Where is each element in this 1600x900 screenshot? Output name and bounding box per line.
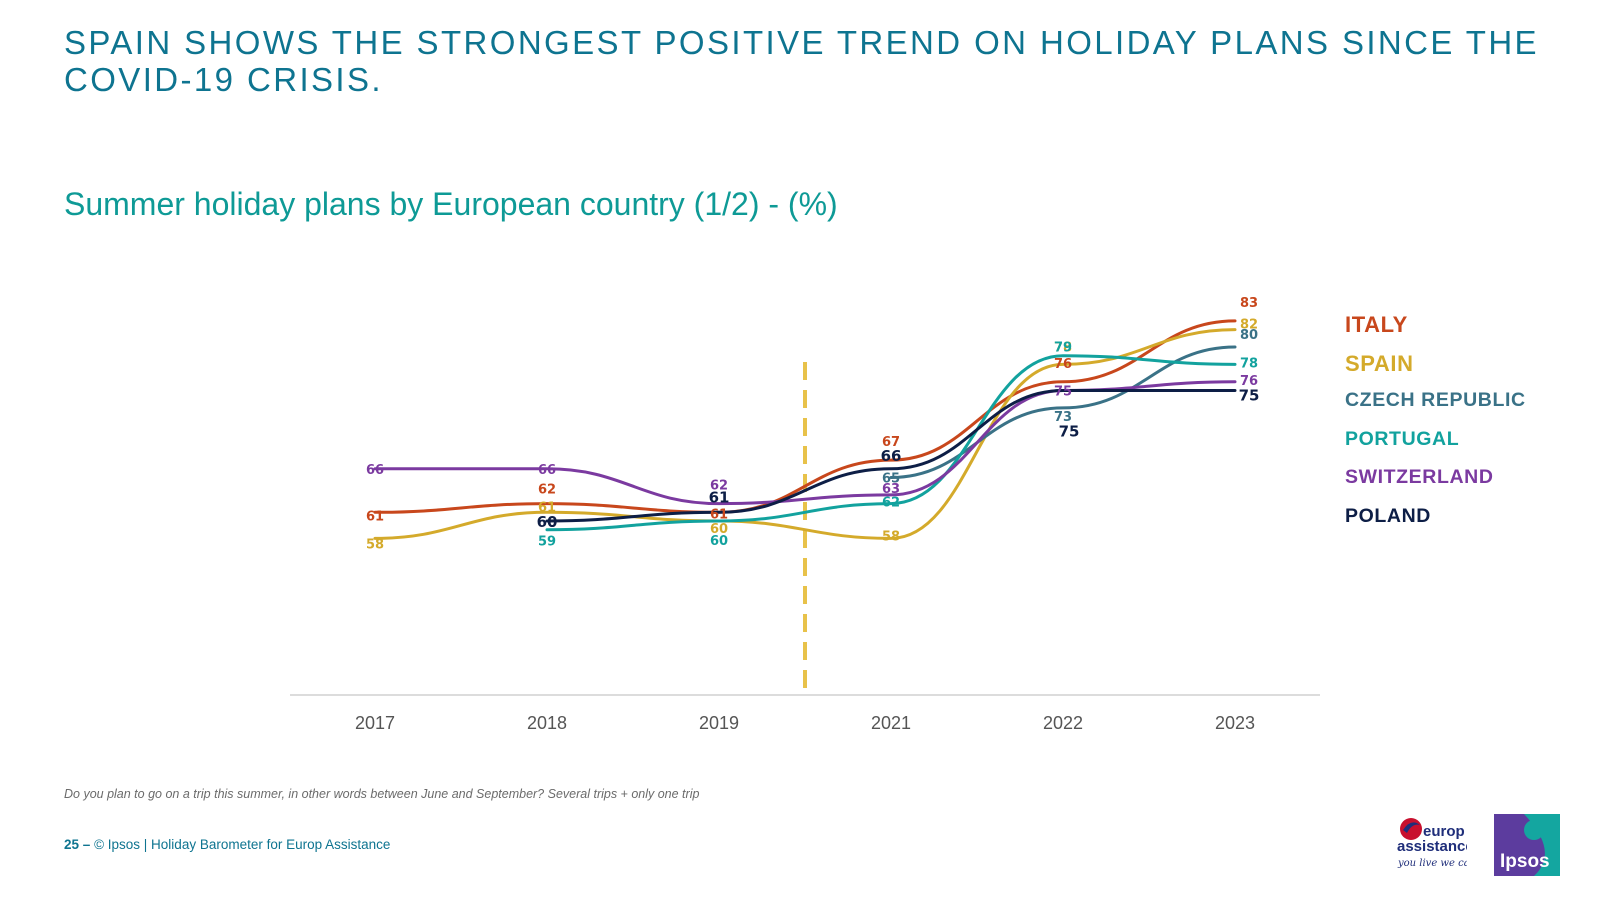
page-number: 25: [64, 837, 80, 852]
data-label-portugal-2018: 59: [538, 535, 556, 550]
data-label-spain-2018: 61: [538, 500, 556, 515]
data-label-italy-2022: 76: [1054, 357, 1072, 372]
chart-labels-layer: 2017 2018 2019 2021 2022 20236162616776835861…: [355, 296, 1259, 733]
data-label-spain-2023: 82: [1240, 318, 1258, 333]
data-label-portugal-2019: 60: [710, 534, 728, 549]
data-label-poland-2019: 61: [709, 488, 730, 506]
europ-assistance-logo: europ assistance you live we care: [1397, 818, 1467, 869]
europ-logo-tagline: you live we care: [1397, 858, 1467, 869]
chart-subtitle: Summer holiday plans by European country…: [64, 186, 838, 222]
data-label-portugal-2023: 78: [1240, 356, 1258, 371]
data-label-italy-2019: 61: [710, 507, 728, 522]
data-label-switzerland-2022: 75: [1054, 385, 1072, 400]
series-line-spain: [373, 328, 1237, 540]
europ-logo-swirl-accent-icon: [1403, 822, 1420, 833]
data-label-switzerland-2017: 66: [366, 463, 384, 478]
footer-source: © Ipsos | Holiday Barometer for Europ As…: [94, 837, 391, 852]
data-label-spain-2022: 78: [1054, 340, 1072, 355]
data-label-poland-2023: 75: [1239, 387, 1260, 405]
data-label-switzerland-2021: 63: [882, 482, 900, 497]
data-label-poland-2021: 66: [881, 447, 902, 465]
europ-logo-line1: europ: [1423, 823, 1465, 840]
europ-logo-line2: assistance: [1397, 838, 1467, 855]
chart-lines-layer: [290, 319, 1320, 696]
x-tick-label-2019: 2019: [699, 713, 739, 733]
x-tick-label-2021: 2021: [871, 713, 911, 733]
series-line-portugal: [545, 354, 1237, 532]
data-label-switzerland-2019: 62: [710, 479, 728, 494]
data-label-italy-2017: 61: [366, 509, 384, 524]
legend-item-poland: POLAND: [1345, 504, 1431, 527]
data-label-czech-republic-2021: 65: [882, 472, 900, 487]
europ-logo-swirl-icon: [1400, 818, 1422, 840]
ipsos-logo-swoosh-icon: [1524, 814, 1560, 876]
legend-item-portugal: PORTUGAL: [1345, 427, 1460, 450]
data-label-spain-2021: 58: [882, 529, 900, 544]
x-tick-label-2022: 2022: [1043, 713, 1083, 733]
ipsos-logo: Ipsos: [1494, 814, 1560, 876]
legend-item-spain: SPAIN: [1345, 350, 1414, 376]
data-label-portugal-2022: 79: [1054, 341, 1072, 356]
page-footer: 25 – © Ipsos | Holiday Barometer for Eur…: [64, 837, 390, 852]
survey-question-footnote: Do you plan to go on a trip this summer,…: [64, 787, 700, 801]
data-label-spain-2019: 60: [710, 522, 728, 537]
chart-legend: ITALY SPAIN CZECH REPUBLIC PORTUGAL SWIT…: [1345, 312, 1526, 543]
series-line-poland: [545, 388, 1237, 523]
data-label-poland-2022: 75: [1059, 423, 1080, 441]
x-tick-label-2023: 2023: [1215, 713, 1255, 733]
data-label-czech-republic-2023: 80: [1240, 328, 1258, 343]
data-label-switzerland-2018: 66: [538, 463, 556, 478]
legend-item-czech-republic: CZECH REPUBLIC: [1345, 389, 1526, 411]
series-line-italy: [373, 319, 1237, 514]
footer-separator: –: [82, 837, 91, 852]
data-label-italy-2018: 62: [538, 483, 556, 498]
data-label-poland-2018: 60: [537, 513, 558, 531]
legend-item-italy: ITALY: [1345, 312, 1408, 337]
data-label-spain-2017: 58: [366, 537, 384, 552]
data-label-czech-republic-2022: 73: [1054, 410, 1072, 425]
ipsos-logo-text: Ipsos: [1500, 851, 1550, 872]
legend-item-switzerland: SWITZERLAND: [1345, 466, 1494, 488]
data-label-italy-2023: 83: [1240, 296, 1258, 311]
data-label-italy-2021: 67: [882, 435, 900, 450]
page-headline: SPAIN SHOWS THE STRONGEST POSITIVE TREND…: [64, 24, 1539, 98]
data-label-switzerland-2023: 76: [1240, 374, 1258, 389]
data-label-portugal-2021: 62: [882, 496, 900, 511]
x-tick-label-2017: 2017: [355, 713, 395, 733]
x-tick-label-2018: 2018: [527, 713, 567, 733]
ipsos-logo-head-icon: [1524, 820, 1544, 840]
